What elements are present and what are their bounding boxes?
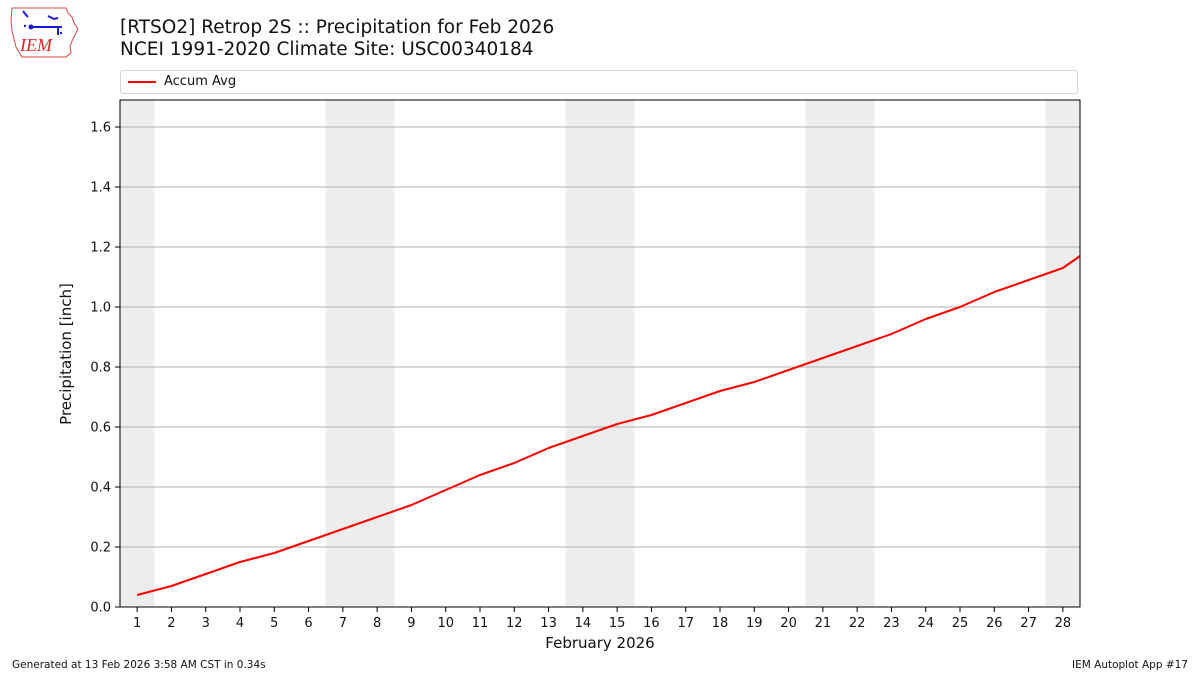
x-tick-label: 11	[472, 616, 489, 631]
x-tick-label: 21	[815, 616, 832, 631]
x-tick-label: 18	[712, 616, 729, 631]
x-tick-label: 5	[270, 616, 278, 631]
y-tick-label: 0.2	[90, 541, 111, 556]
legend-line-swatch	[128, 81, 156, 83]
generated-timestamp: Generated at 13 Feb 2026 3:58 AM CST in …	[12, 659, 266, 671]
x-tick-label: 8	[373, 616, 381, 631]
x-tick-label: 14	[575, 616, 592, 631]
series-line	[136, 255, 1081, 596]
y-tick-label: 1.6	[90, 121, 111, 136]
x-tick-label: 4	[236, 616, 244, 631]
iowa-map-icon: IEM	[10, 7, 79, 58]
x-axis-ticks: 1 2 3 4 5 6 7 8 9 10 11 12 13 14 15 16 17 18 19 20 21 22 23 24 2…	[133, 607, 1071, 631]
x-tick-label: 6	[304, 616, 312, 631]
x-tick-label: 28	[1055, 616, 1072, 631]
weekend-band	[805, 100, 875, 607]
x-tick-label: 26	[986, 616, 1003, 631]
y-tick-label: 1.0	[90, 301, 111, 316]
x-tick-label: 7	[339, 616, 347, 631]
weekend-band	[565, 100, 635, 607]
y-tick-label: 1.2	[90, 241, 111, 256]
accum-avg-series	[136, 255, 1081, 596]
y-axis-label: Precipitation [inch]	[57, 283, 75, 425]
x-tick-label: 17	[677, 616, 694, 631]
x-tick-label: 9	[407, 616, 415, 631]
chart-title: [RTSO2] Retrop 2S :: Precipitation for F…	[120, 17, 554, 61]
y-tick-label: 1.4	[90, 181, 111, 196]
weekend-bands	[120, 100, 1080, 607]
x-tick-label: 2	[167, 616, 175, 631]
weekend-band	[1045, 100, 1080, 607]
legend: Accum Avg	[120, 70, 1078, 94]
x-tick-label: 1	[133, 616, 141, 631]
x-tick-label: 12	[506, 616, 523, 631]
plot-frame	[119, 99, 1081, 608]
y-tick-label: 0.4	[90, 481, 111, 496]
x-tick-label: 20	[780, 616, 797, 631]
x-tick-label: 24	[917, 616, 934, 631]
svg-text:IEM: IEM	[19, 35, 53, 55]
x-tick-label: 25	[952, 616, 969, 631]
y-tick-label: 0.0	[90, 601, 111, 616]
x-tick-label: 10	[437, 616, 454, 631]
x-tick-label: 16	[643, 616, 660, 631]
x-tick-label: 22	[849, 616, 866, 631]
legend-label-accum-avg: Accum Avg	[164, 74, 237, 89]
title-line-2: NCEI 1991-2020 Climate Site: USC00340184	[120, 39, 534, 60]
x-tick-label: 23	[883, 616, 900, 631]
y-axis-ticks: 0.0 0.2 0.4 0.6 0.8 1.0 1.2 1.4 1.6	[90, 121, 120, 616]
x-tick-label: 27	[1020, 616, 1037, 631]
x-tick-label: 3	[202, 616, 210, 631]
weekend-band	[120, 100, 155, 607]
y-tick-label: 0.8	[90, 361, 111, 376]
app-attribution: IEM Autoplot App #17	[1072, 659, 1188, 671]
y-tick-label: 0.6	[90, 421, 111, 436]
x-tick-label: 19	[746, 616, 763, 631]
x-tick-label: 15	[609, 616, 626, 631]
x-tick-label: 13	[540, 616, 557, 631]
x-axis-label: February 2026	[545, 634, 655, 652]
title-line-1: [RTSO2] Retrop 2S :: Precipitation for F…	[120, 17, 555, 38]
iem-logo: IEM	[8, 5, 80, 59]
